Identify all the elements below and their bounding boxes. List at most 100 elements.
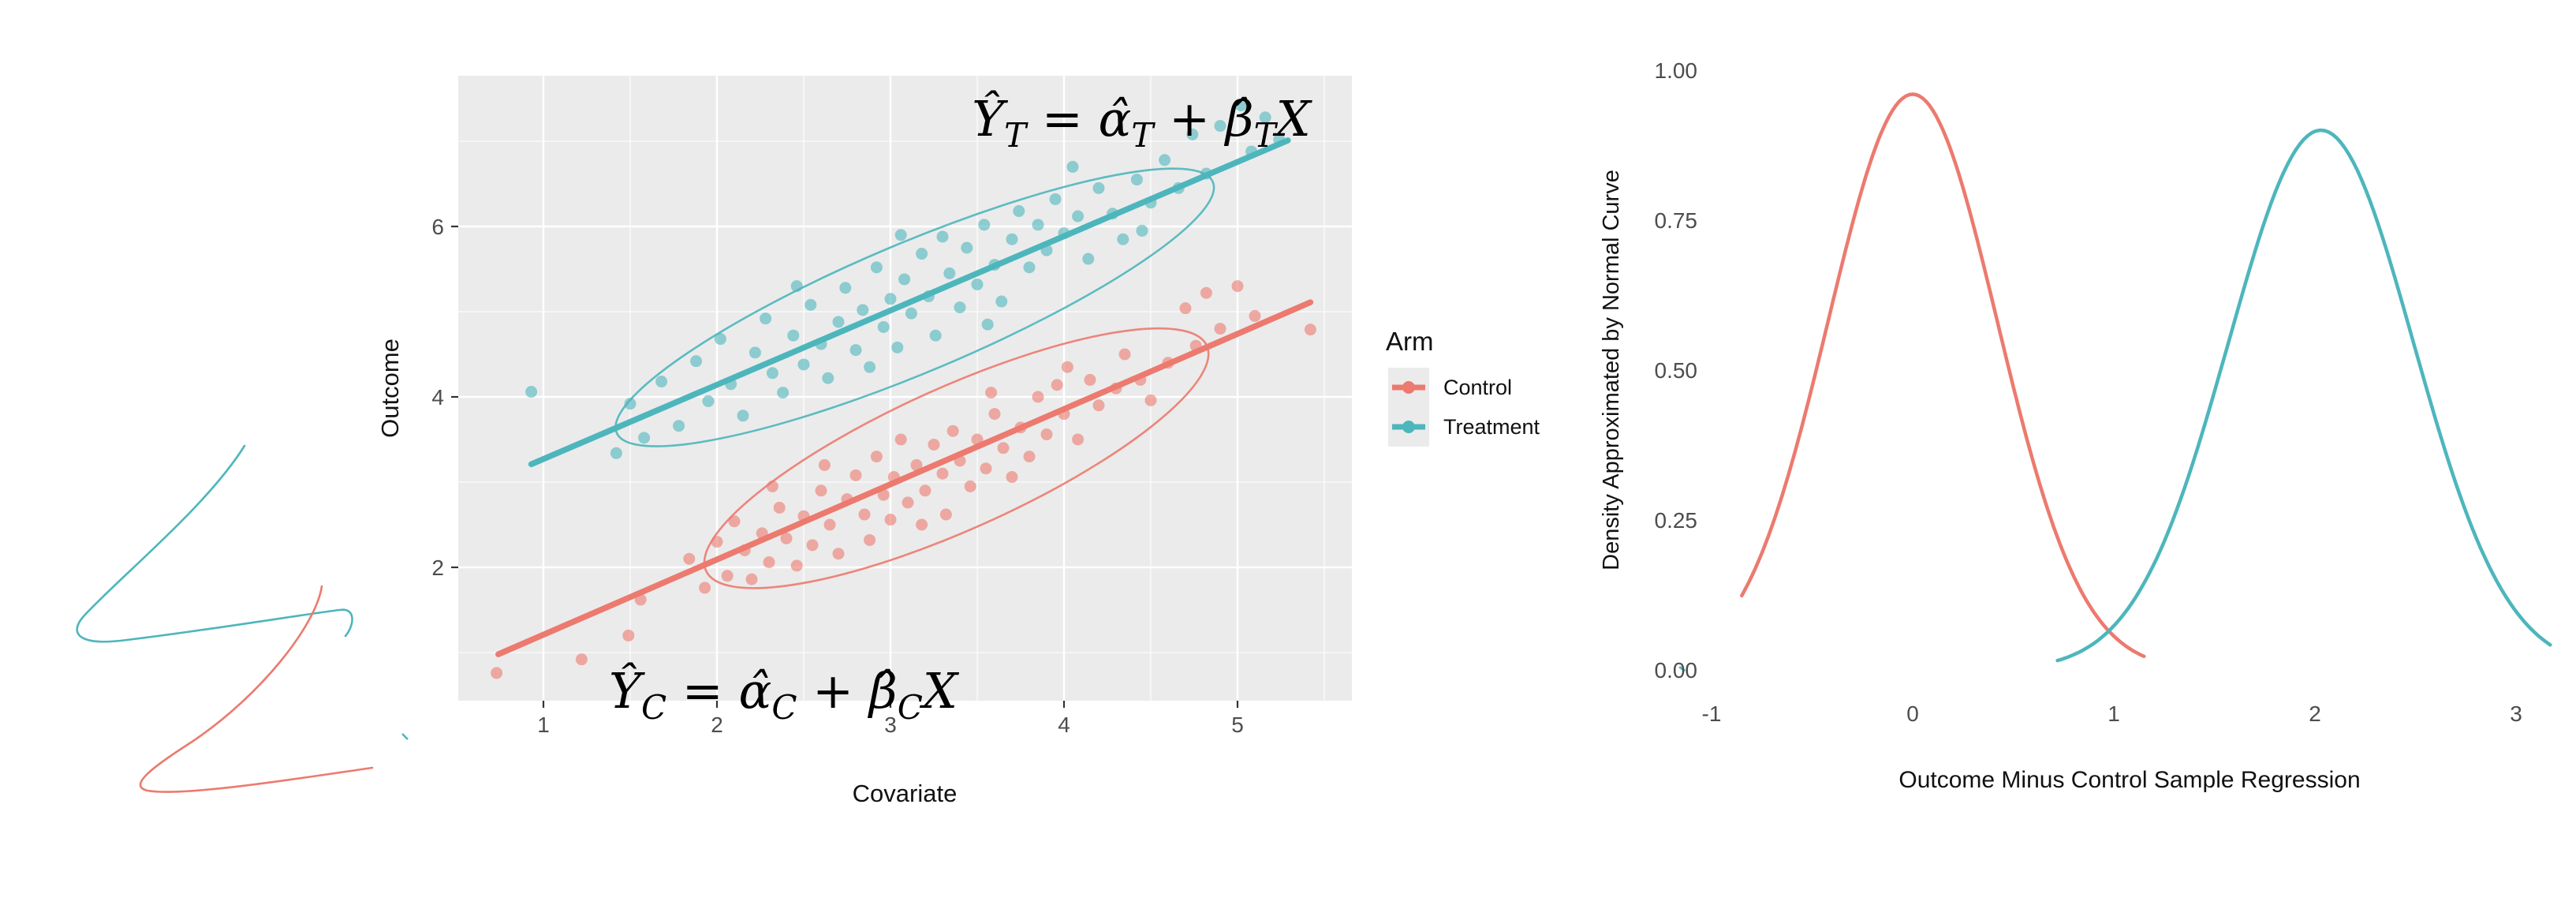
treatment-point [978, 219, 991, 231]
treatment-point [797, 358, 810, 371]
treatment-regression-line [528, 137, 1291, 468]
treatment-point [714, 333, 726, 346]
treatment-point [638, 432, 651, 444]
treatment-point [943, 267, 956, 279]
control-point [1200, 286, 1212, 299]
control-point [980, 462, 992, 475]
control-point [877, 488, 890, 501]
x-tick-label: 3 [2510, 701, 2522, 726]
x-tick-label: 1 [2107, 701, 2120, 726]
eq_treatment: ŶT = α̂T + β̂TX [972, 90, 1312, 155]
control-point [910, 458, 923, 471]
treatment-point [849, 344, 862, 357]
control-point [858, 508, 871, 521]
control-point [1118, 348, 1131, 361]
control-point [870, 451, 883, 463]
y-axis-title: Outcome [376, 339, 404, 438]
treatment-point [655, 376, 668, 388]
x-tick-label: 2 [2309, 701, 2321, 726]
treatment-point [1234, 99, 1247, 112]
gridlines [458, 76, 1352, 701]
treatment-point [839, 282, 852, 294]
control-point [699, 582, 711, 594]
treatment-point [822, 372, 834, 384]
control-point [1304, 324, 1316, 336]
treatment-point [857, 304, 869, 316]
treatment-point [1023, 261, 1036, 274]
control-point [832, 548, 845, 560]
legend-point-icon [1402, 381, 1415, 394]
control-point [1092, 399, 1105, 412]
density-curves [1678, 92, 2552, 672]
treatment-point [1066, 160, 1079, 173]
control-point [964, 480, 976, 492]
treatment-point [961, 241, 973, 254]
treatment-point [1006, 233, 1018, 245]
control-point [818, 458, 831, 471]
control-point [745, 573, 758, 585]
y-axis-title: Density Approximated by Normal Curve [1599, 170, 1624, 570]
treatment-point [877, 320, 890, 333]
control-point [766, 480, 778, 492]
control-point [916, 518, 928, 531]
control-point [939, 508, 952, 521]
control-point [491, 667, 503, 679]
treatment-point [864, 361, 876, 373]
control-point [1249, 309, 1261, 322]
treatment-point [760, 312, 772, 325]
control-point [763, 556, 775, 569]
treatment-point [832, 316, 845, 328]
control-point [721, 570, 734, 582]
control-point [936, 467, 949, 480]
control-regression-line [495, 299, 1314, 657]
control-point [1006, 471, 1018, 484]
marginal-density-squiggles [76, 444, 409, 793]
treatment-ellipse [614, 167, 1215, 447]
x-tick-label: -1 [1702, 701, 1722, 726]
control-point [919, 484, 931, 497]
treatment-density-curve [2055, 128, 2552, 663]
control-point [806, 539, 819, 552]
control-squiggle [139, 585, 374, 793]
control-point [728, 515, 741, 528]
treatment-point [936, 230, 949, 243]
legend-title: Arm [1386, 327, 1434, 356]
control-point [683, 552, 696, 565]
control-point [894, 433, 907, 446]
control-point [1032, 391, 1044, 403]
treatment-point [787, 329, 800, 342]
control-point [622, 629, 635, 642]
y-tick-label: 0.25 [1655, 508, 1698, 533]
control-point [997, 442, 1010, 454]
x-tick-label: 1 [537, 713, 550, 737]
control-point [815, 484, 827, 497]
control-point [575, 653, 588, 666]
treatment-point [690, 355, 703, 368]
treatment-point [673, 420, 685, 432]
treatment-point [525, 386, 538, 398]
treatment-point [870, 261, 883, 274]
control-point [773, 501, 786, 514]
control-point [1023, 451, 1036, 463]
treatment-point [1013, 205, 1025, 218]
treatment-point [884, 293, 897, 305]
control-point [780, 532, 793, 544]
eq_control: ŶC = α̂C + β̂CX [609, 662, 960, 727]
regression-equations: ŶT = α̂T + β̂TX ŶC = α̂C + β̂CX [609, 90, 1313, 727]
control-density-curve [1740, 92, 2146, 659]
treatment-point [971, 278, 984, 290]
treatment-point [1072, 210, 1085, 223]
control-point [1051, 379, 1063, 391]
control-point [823, 518, 836, 531]
control-point [1084, 373, 1096, 386]
control-point [928, 438, 940, 451]
treatment-point [1117, 233, 1129, 245]
treatment-point [905, 307, 917, 320]
stray-dash [1678, 665, 1686, 672]
treatment-point [981, 318, 994, 331]
x-tick-label: 5 [1231, 713, 1244, 737]
control-point [1231, 280, 1244, 293]
